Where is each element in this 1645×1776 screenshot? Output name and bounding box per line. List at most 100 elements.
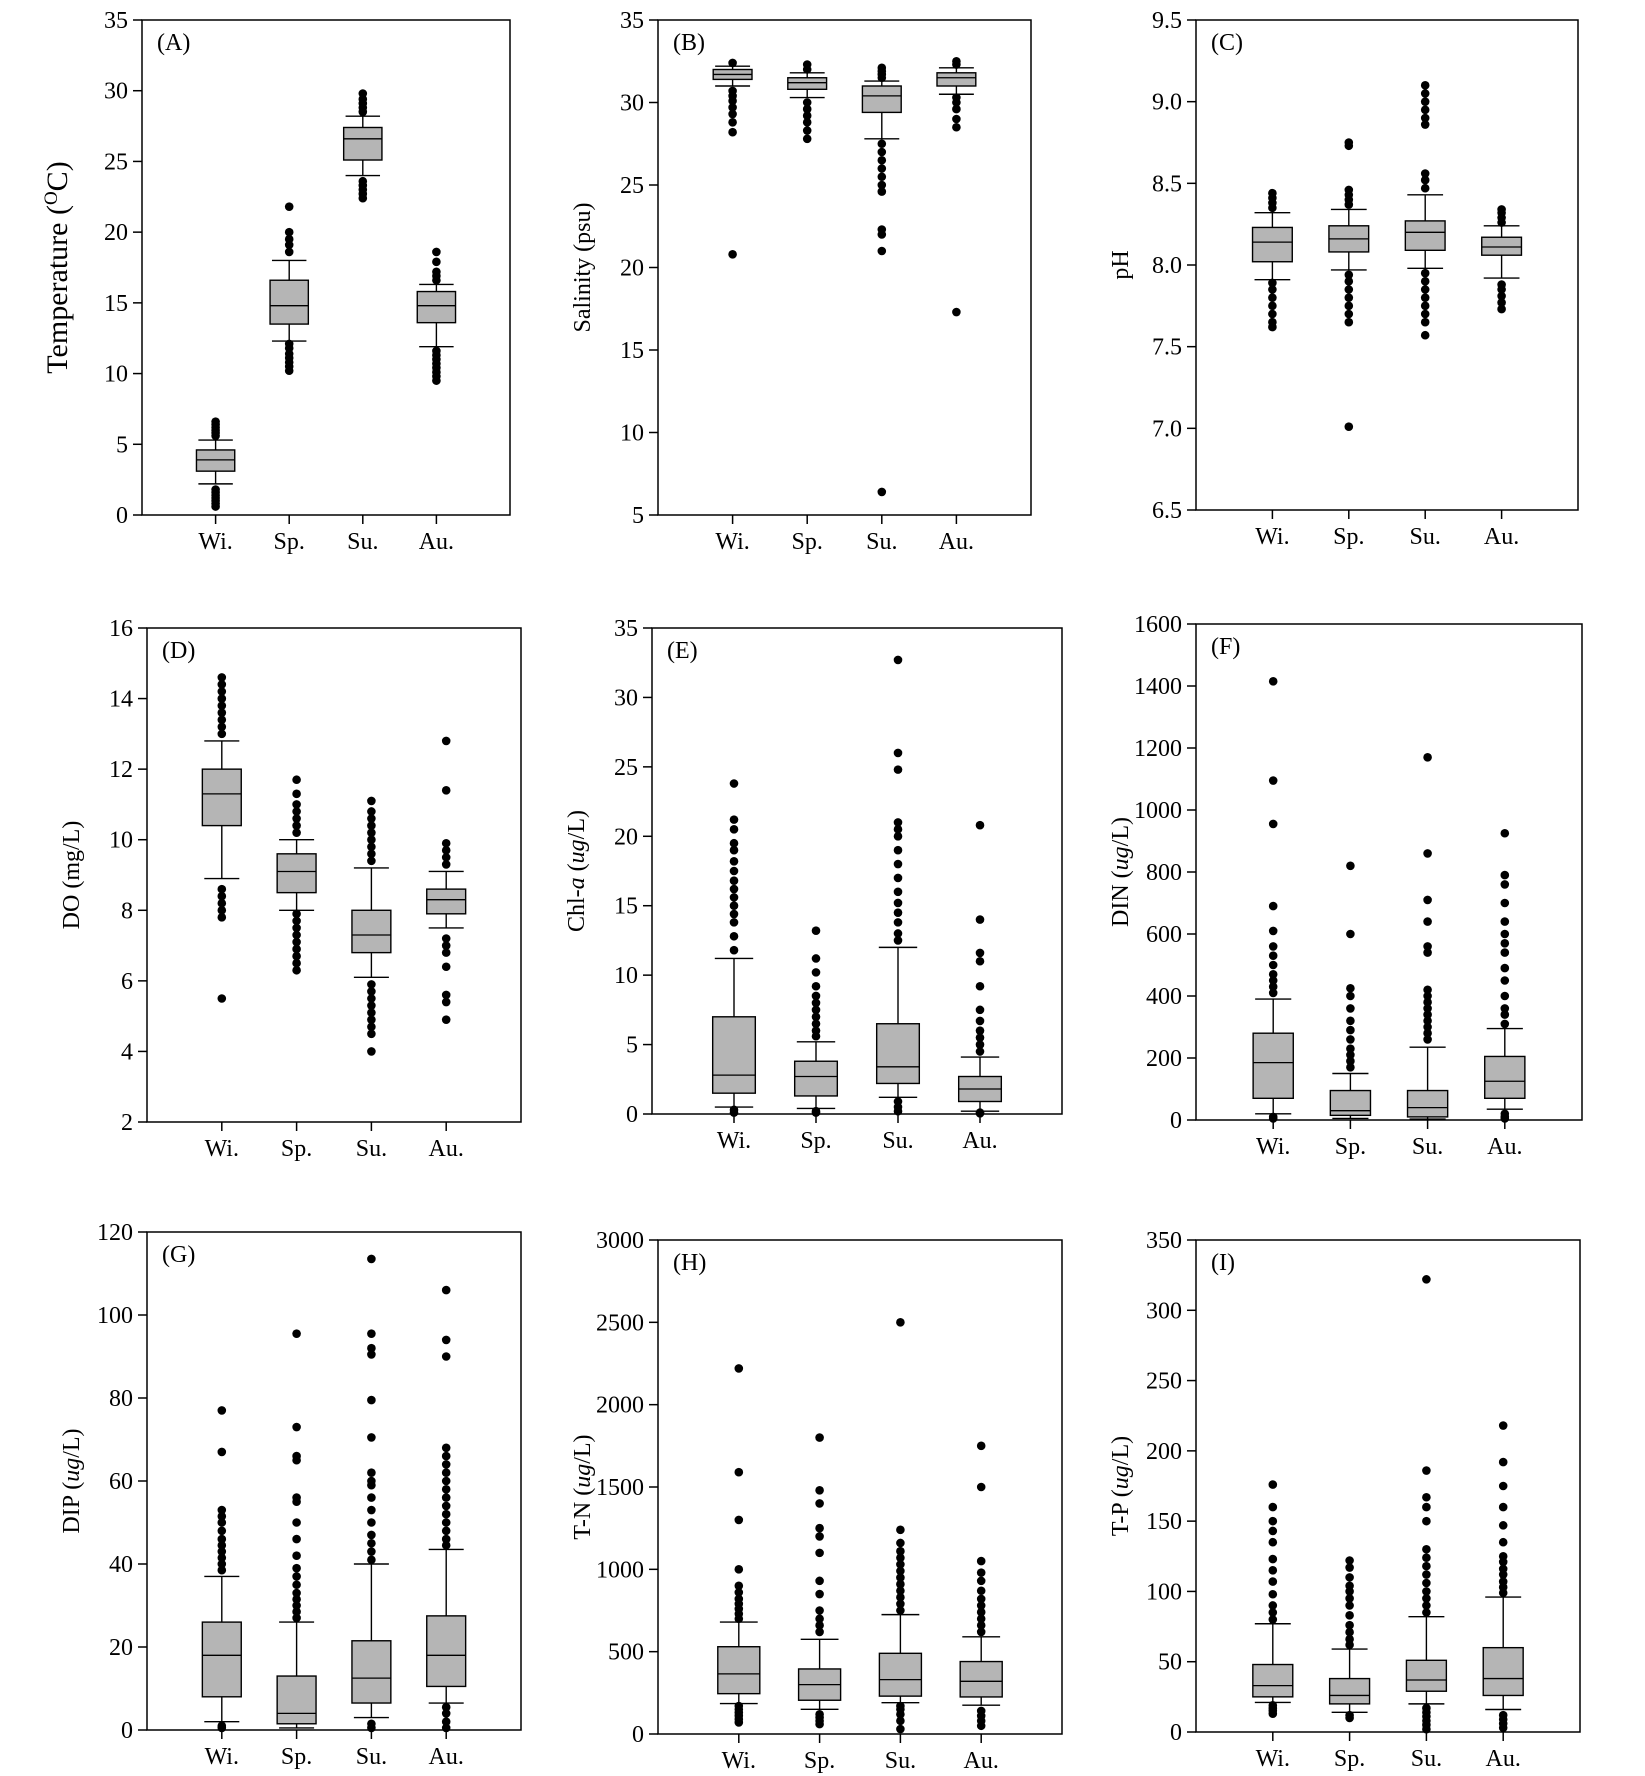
outlier-point — [292, 916, 301, 926]
plot-frame — [146, 627, 522, 1123]
outlier-point — [811, 1026, 821, 1035]
outlier-point — [1268, 1537, 1278, 1547]
outlier-point — [217, 1534, 227, 1544]
outlier-point — [292, 1493, 301, 1502]
box-iqr — [201, 1621, 242, 1698]
y-tick-label: 400 — [1146, 984, 1182, 1010]
outlier-point — [441, 948, 451, 957]
y-tick-label: 120 — [97, 1220, 133, 1246]
x-tick-label: Au. — [429, 1136, 464, 1162]
outlier-point — [1268, 1516, 1278, 1526]
y-tick-label: 7.5 — [1152, 335, 1182, 361]
outlier-point — [441, 1501, 451, 1511]
outlier-point — [802, 111, 812, 120]
outlier-point — [802, 104, 812, 114]
outlier-point — [976, 1482, 986, 1492]
outlier-point — [975, 981, 985, 991]
outlier-point — [284, 202, 294, 211]
outlier-point — [367, 835, 376, 845]
outlier-point — [896, 1593, 905, 1602]
outlier-point — [802, 60, 812, 69]
outlier-point — [975, 1047, 985, 1056]
panel-label: (C) — [1211, 30, 1243, 56]
y-axis-title: DO (mg/L) — [59, 821, 85, 930]
outlier-point — [1423, 1010, 1432, 1019]
outlier-point — [1498, 1481, 1508, 1491]
outlier-point — [367, 1547, 376, 1556]
outlier-point — [432, 247, 441, 257]
outlier-point — [1500, 880, 1510, 889]
outlier-point — [292, 800, 301, 809]
y-axis-title-part: /L) — [59, 1428, 85, 1457]
box-iqr — [711, 1016, 757, 1094]
plot-frame — [1195, 1239, 1581, 1733]
outlier-point — [815, 1433, 824, 1442]
y-tick-label: 25 — [614, 755, 638, 781]
y-tick-label: 30 — [620, 91, 644, 117]
outlier-point — [975, 1033, 985, 1042]
outlier-point — [1423, 1022, 1432, 1032]
y-tick-label: 8.5 — [1152, 171, 1182, 197]
outlier-point — [1268, 776, 1278, 785]
outlier-point — [734, 1594, 744, 1604]
y-tick-label: 14 — [109, 687, 133, 713]
outlier-point — [367, 1395, 376, 1405]
outlier-point — [292, 814, 301, 823]
y-tick-label: 1500 — [596, 1475, 644, 1501]
outlier-point — [441, 1518, 451, 1527]
outlier-point — [292, 1572, 301, 1581]
outlier-point — [1497, 298, 1506, 307]
outlier-point — [1423, 1028, 1432, 1038]
outlier-point — [441, 1485, 451, 1494]
x-tick-label: Sp. — [804, 1748, 835, 1774]
outlier-point — [367, 1493, 376, 1502]
outlier-point — [1497, 205, 1506, 214]
outlier-point — [1268, 1554, 1278, 1564]
outlier-point — [952, 56, 961, 66]
outlier-point — [728, 127, 737, 137]
y-tick-label: 35 — [620, 8, 644, 34]
y-tick-label: 200 — [1146, 1046, 1182, 1072]
outlier-point — [367, 1047, 376, 1056]
outlier-point — [815, 1499, 824, 1508]
outlier-point — [811, 926, 821, 936]
x-tick-label: Wi. — [715, 529, 749, 555]
y-tick-label: 16 — [109, 616, 133, 642]
outlier-point — [975, 1005, 985, 1015]
outlier-point — [729, 893, 739, 902]
box-iqr — [1482, 1646, 1524, 1697]
x-tick-label: Su. — [1410, 524, 1441, 550]
outlier-point — [728, 103, 737, 112]
outlier-point — [367, 980, 376, 989]
x-tick-label: Au. — [429, 1744, 464, 1770]
outlier-point — [367, 814, 376, 823]
outlier-point — [811, 1106, 821, 1116]
outlier-point — [976, 1601, 986, 1610]
y-tick-label: 20 — [109, 1635, 133, 1661]
x-tick-label: Au. — [964, 1748, 999, 1774]
outlier-point — [432, 346, 441, 356]
outlier-point — [975, 820, 985, 830]
box-iqr — [875, 1023, 921, 1085]
outlier-point — [728, 109, 737, 119]
panel-label: (G) — [162, 1242, 195, 1268]
outlier-point — [1420, 293, 1430, 302]
outlier-point — [1498, 1577, 1508, 1586]
outlier-point — [1500, 917, 1510, 926]
y-tick-label: 2500 — [596, 1310, 644, 1336]
panel-i-tp-boxplot: 0 50 100 150 200 250 300 350 Wi. Sp. Su. Au. (I) T-P … — [1108, 1228, 1581, 1772]
y-tick-label: 60 — [109, 1469, 133, 1495]
outlier-point — [367, 856, 376, 866]
outlier-point — [1500, 870, 1510, 880]
outlier-point — [815, 1709, 824, 1719]
outlier-point — [217, 1553, 227, 1563]
outlier-point — [802, 126, 812, 135]
outlier-point — [896, 1318, 905, 1327]
outlier-point — [975, 948, 985, 958]
outlier-point — [1345, 1634, 1354, 1644]
outlier-point — [729, 866, 739, 876]
outlier-point — [729, 825, 739, 834]
y-tick-label: 7.0 — [1152, 416, 1182, 442]
y-tick-label: 15 — [614, 894, 638, 920]
outlier-point — [217, 1511, 227, 1521]
